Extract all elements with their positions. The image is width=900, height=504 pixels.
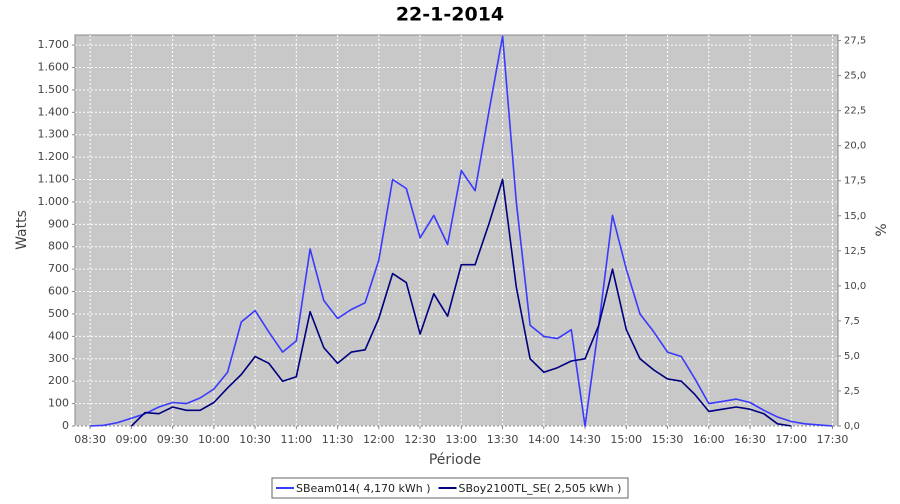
y-tick-label: 1.700 xyxy=(38,38,70,51)
y-tick-label: 1.300 xyxy=(38,128,70,141)
x-tick-label: 14:30 xyxy=(569,433,601,446)
y2-tick-label: 2,5 xyxy=(844,386,860,397)
x-tick-label: 17:00 xyxy=(775,433,807,446)
y-tick-label: 900 xyxy=(48,217,69,230)
x-tick-label: 12:30 xyxy=(404,433,436,446)
y2-tick-label: 15,0 xyxy=(844,211,866,222)
y-tick-label: 100 xyxy=(48,397,69,410)
x-tick-label: 16:00 xyxy=(693,433,725,446)
x-tick-label: 10:00 xyxy=(198,433,230,446)
x-tick-label: 13:00 xyxy=(445,433,477,446)
x-axis-label: Période xyxy=(429,452,481,468)
y2-tick-label: 7,5 xyxy=(844,316,860,327)
y-tick-label: 1.500 xyxy=(38,83,70,96)
x-tick-label: 09:30 xyxy=(157,433,189,446)
y-tick-label: 0 xyxy=(62,419,69,432)
x-tick-label: 15:30 xyxy=(652,433,684,446)
y-axis-label: Watts xyxy=(14,210,30,250)
x-tick-label: 11:30 xyxy=(322,433,354,446)
y-tick-label: 1.200 xyxy=(38,150,70,163)
y2-tick-label: 25,0 xyxy=(844,71,866,82)
y2-tick-label: 17,5 xyxy=(844,176,866,187)
y2-tick-label: 0,0 xyxy=(844,421,860,432)
x-tick-label: 08:30 xyxy=(74,433,106,446)
x-tick-label: 15:00 xyxy=(610,433,642,446)
x-tick-label: 13:30 xyxy=(487,433,519,446)
x-tick-label: 09:00 xyxy=(116,433,148,446)
plot-area xyxy=(74,34,839,427)
legend-label: SBeam014( 4,170 kWh ) xyxy=(296,482,431,495)
x-tick-label: 12:00 xyxy=(363,433,395,446)
y-tick-label: 300 xyxy=(48,352,69,365)
x-tick-label: 11:00 xyxy=(280,433,312,446)
y2-tick-label: 27,5 xyxy=(844,36,866,47)
x-tick-label: 16:30 xyxy=(734,433,766,446)
y-tick-label: 700 xyxy=(48,262,69,275)
y-tick-label: 1.600 xyxy=(38,60,70,73)
y-tick-label: 1.100 xyxy=(38,173,70,186)
y-tick-label: 500 xyxy=(48,307,69,320)
x-tick-label: 14:00 xyxy=(528,433,560,446)
y2-axis-label: % xyxy=(874,223,890,236)
y-tick-label: 1.400 xyxy=(38,105,70,118)
series-line xyxy=(90,35,833,427)
y2-tick-label: 12,5 xyxy=(844,246,866,257)
series-line xyxy=(130,178,792,427)
x-tick-label: 10:30 xyxy=(239,433,271,446)
y2-tick-label: 10,0 xyxy=(844,281,866,292)
y-tick-label: 200 xyxy=(48,374,69,387)
y-tick-label: 400 xyxy=(48,329,69,342)
y-tick-label: 800 xyxy=(48,240,69,253)
y2-tick-label: 20,0 xyxy=(844,141,866,152)
x-tick-label: 17:30 xyxy=(817,433,849,446)
y2-tick-label: 5,0 xyxy=(844,351,860,362)
y2-tick-label: 22,5 xyxy=(844,106,866,117)
legend-label: SBoy2100TL_SE( 2,505 kWh ) xyxy=(459,482,622,495)
chart-title: 22-1-2014 xyxy=(396,4,504,26)
y-tick-label: 1.000 xyxy=(38,195,70,208)
y-tick-label: 600 xyxy=(48,285,69,298)
